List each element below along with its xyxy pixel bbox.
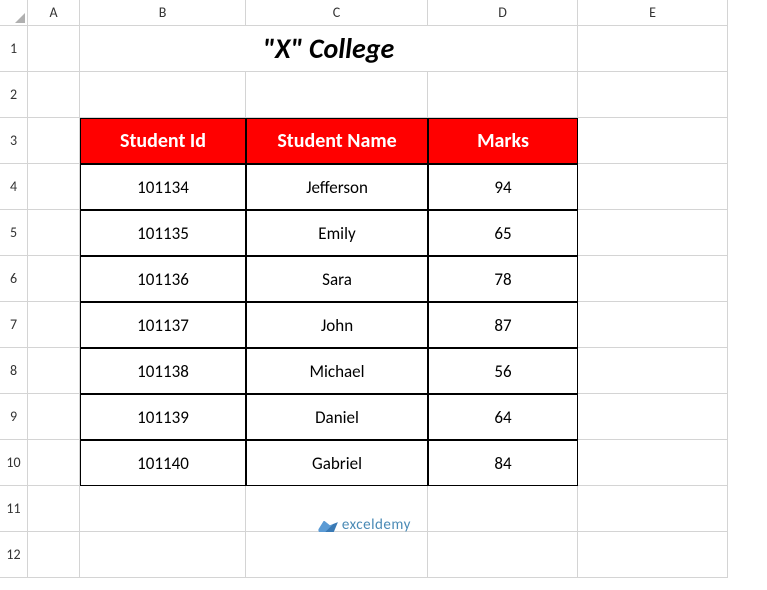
row-header-1[interactable]: 1 — [0, 26, 28, 72]
row-header-11[interactable]: 11 — [0, 486, 28, 532]
row-header-6[interactable]: 6 — [0, 256, 28, 302]
cell-e2[interactable] — [578, 72, 728, 118]
spreadsheet-grid: A B C D E 1 "X" College 2 3 Student Id S… — [0, 0, 767, 578]
select-all-corner[interactable] — [0, 0, 28, 26]
cell-a3[interactable] — [28, 118, 80, 164]
table-row[interactable]: John — [246, 302, 428, 348]
table-header-name[interactable]: Student Name — [246, 118, 428, 164]
table-row[interactable]: 101137 — [80, 302, 246, 348]
cell-d2[interactable] — [428, 72, 578, 118]
row-header-4[interactable]: 4 — [0, 164, 28, 210]
cell-e6[interactable] — [578, 256, 728, 302]
cell-b2[interactable] — [80, 72, 246, 118]
table-row[interactable]: Michael — [246, 348, 428, 394]
cell-e12[interactable] — [578, 532, 728, 578]
cell-e10[interactable] — [578, 440, 728, 486]
table-header-marks[interactable]: Marks — [428, 118, 578, 164]
cell-a12[interactable] — [28, 532, 80, 578]
table-row[interactable]: 94 — [428, 164, 578, 210]
cell-e5[interactable] — [578, 210, 728, 256]
cell-a2[interactable] — [28, 72, 80, 118]
cell-a5[interactable] — [28, 210, 80, 256]
table-row[interactable]: 101134 — [80, 164, 246, 210]
cell-a10[interactable] — [28, 440, 80, 486]
cell-e4[interactable] — [578, 164, 728, 210]
row-header-9[interactable]: 9 — [0, 394, 28, 440]
cell-a11[interactable] — [28, 486, 80, 532]
row-header-2[interactable]: 2 — [0, 72, 28, 118]
table-row[interactable]: 65 — [428, 210, 578, 256]
cell-a1[interactable] — [28, 26, 80, 72]
table-row[interactable]: 101135 — [80, 210, 246, 256]
cell-e8[interactable] — [578, 348, 728, 394]
row-header-3[interactable]: 3 — [0, 118, 28, 164]
cell-e11[interactable] — [578, 486, 728, 532]
row-header-8[interactable]: 8 — [0, 348, 28, 394]
col-header-d[interactable]: D — [428, 0, 578, 26]
table-row[interactable]: 101138 — [80, 348, 246, 394]
cell-a4[interactable] — [28, 164, 80, 210]
table-row[interactable]: 78 — [428, 256, 578, 302]
table-row[interactable]: 87 — [428, 302, 578, 348]
table-row[interactable]: 56 — [428, 348, 578, 394]
cell-e9[interactable] — [578, 394, 728, 440]
cell-c11[interactable]: exceldemy EXCEL · DATA · BI — [246, 486, 428, 532]
table-row[interactable]: Gabriel — [246, 440, 428, 486]
table-row[interactable]: 101140 — [80, 440, 246, 486]
table-row[interactable]: 101139 — [80, 394, 246, 440]
cell-a7[interactable] — [28, 302, 80, 348]
cell-a6[interactable] — [28, 256, 80, 302]
cell-d12[interactable] — [428, 532, 578, 578]
col-header-b[interactable]: B — [80, 0, 246, 26]
col-header-e[interactable]: E — [578, 0, 728, 26]
table-header-id[interactable]: Student Id — [80, 118, 246, 164]
cell-c12[interactable] — [246, 532, 428, 578]
cell-e7[interactable] — [578, 302, 728, 348]
row-header-7[interactable]: 7 — [0, 302, 28, 348]
table-row[interactable]: Daniel — [246, 394, 428, 440]
row-header-5[interactable]: 5 — [0, 210, 28, 256]
table-row[interactable]: 101136 — [80, 256, 246, 302]
watermark-main: exceldemy — [342, 518, 411, 533]
table-row[interactable]: 64 — [428, 394, 578, 440]
row-header-12[interactable]: 12 — [0, 532, 28, 578]
cell-e3[interactable] — [578, 118, 728, 164]
row-header-10[interactable]: 10 — [0, 440, 28, 486]
cell-b12[interactable] — [80, 532, 246, 578]
col-header-a[interactable]: A — [28, 0, 80, 26]
cell-e1[interactable] — [578, 26, 728, 72]
table-row[interactable]: 84 — [428, 440, 578, 486]
cell-d11[interactable] — [428, 486, 578, 532]
title-cell[interactable]: "X" College — [80, 26, 578, 72]
table-row[interactable]: Jefferson — [246, 164, 428, 210]
cell-a8[interactable] — [28, 348, 80, 394]
cell-b11[interactable] — [80, 486, 246, 532]
table-row[interactable]: Sara — [246, 256, 428, 302]
cell-c2[interactable] — [246, 72, 428, 118]
table-row[interactable]: Emily — [246, 210, 428, 256]
col-header-c[interactable]: C — [246, 0, 428, 26]
cell-a9[interactable] — [28, 394, 80, 440]
